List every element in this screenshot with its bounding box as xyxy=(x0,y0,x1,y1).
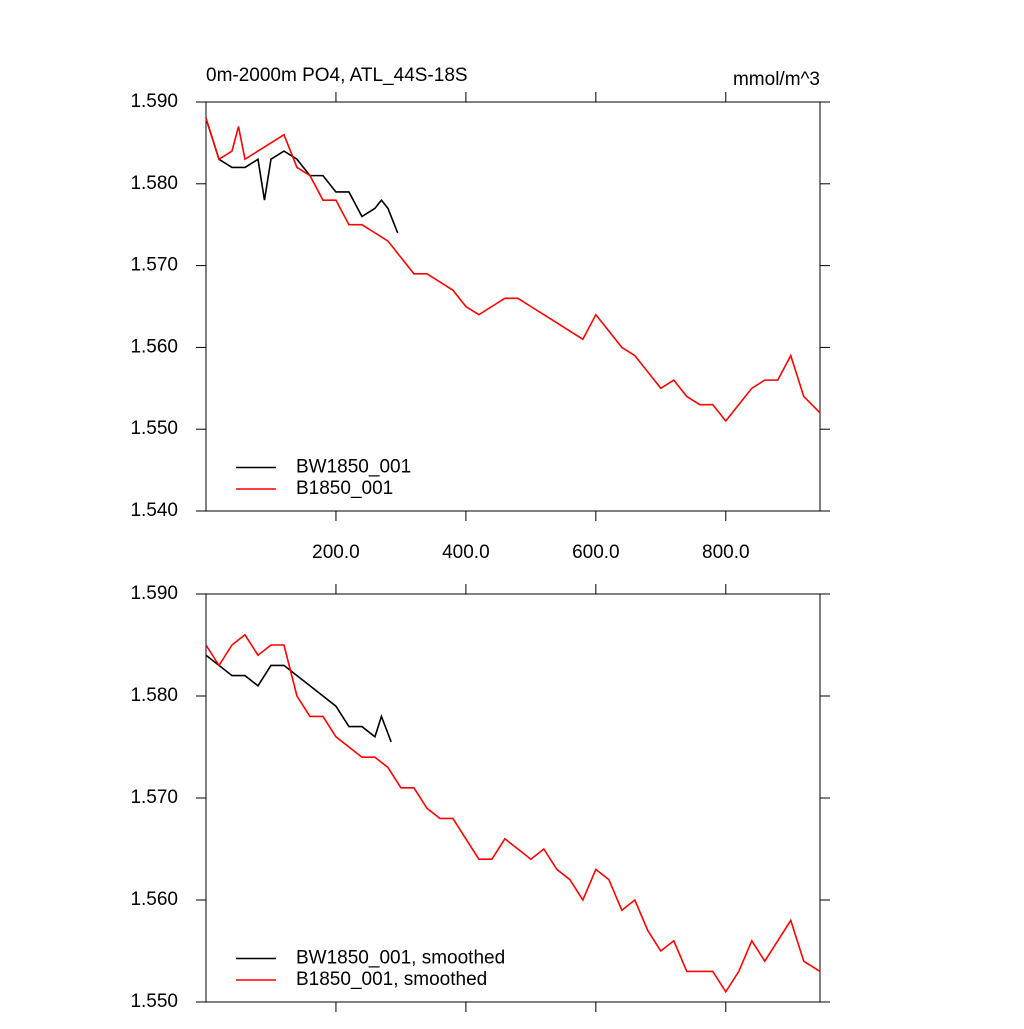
x-tick-label: 400.0 xyxy=(442,542,490,563)
y-tick-label: 1.560 xyxy=(130,336,178,357)
plot-frame xyxy=(205,101,821,512)
legend-label: B1850_001, smoothed xyxy=(296,969,487,990)
chart-title: 0m-2000m PO4, ATL_44S-18S xyxy=(206,65,468,86)
y-tick-label: 1.580 xyxy=(130,685,178,706)
y-tick-label: 1.540 xyxy=(130,500,178,521)
y-tick-label: 1.590 xyxy=(130,583,178,604)
y-tick-label: 1.550 xyxy=(130,418,178,439)
data-line xyxy=(205,118,821,423)
y-tick-label: 1.570 xyxy=(130,255,178,276)
plot-frame xyxy=(205,593,821,1003)
data-line xyxy=(205,118,399,234)
data-line xyxy=(205,633,821,994)
y-tick-label: 1.580 xyxy=(130,173,178,194)
x-tick-label: 800.0 xyxy=(702,542,750,563)
legend-label: BW1850_001, smoothed xyxy=(296,948,505,969)
y-tick-label: 1.550 xyxy=(130,991,178,1012)
y-tick-label: 1.560 xyxy=(130,889,178,910)
legend-label: BW1850_001 xyxy=(296,457,411,478)
units-label: mmol/m^3 xyxy=(733,69,820,90)
y-tick-label: 1.570 xyxy=(130,787,178,808)
x-tick-label: 200.0 xyxy=(312,542,360,563)
y-tick-label: 1.590 xyxy=(130,91,178,112)
data-line xyxy=(205,654,392,743)
legend-label: B1850_001 xyxy=(296,478,393,499)
x-tick-label: 600.0 xyxy=(572,542,620,563)
